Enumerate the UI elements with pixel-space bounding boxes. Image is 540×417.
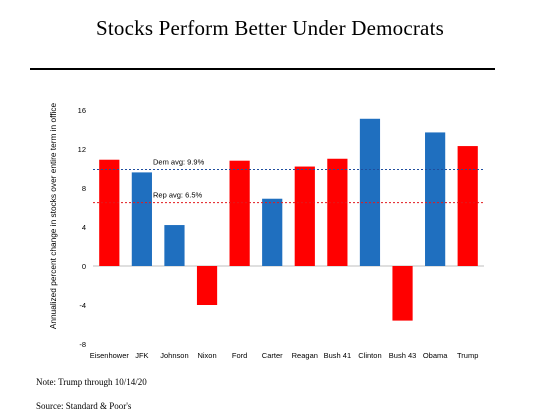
chart-title: Stocks Perform Better Under Democrats [96,16,444,40]
bar-johnson [164,225,185,266]
x-tick-label: Nixon [197,351,216,360]
bar-bush-43 [392,266,413,321]
y-axis: -8 -4 0 4 8 12 16 [78,106,484,349]
category-labels: Eisenhower JFK Johnson Nixon Ford Carter Reaga… [90,351,479,360]
x-tick-label: JFK [135,351,148,360]
y-tick-label: 12 [78,145,86,154]
bar-trump [457,146,478,266]
x-tick-label: Clinton [358,351,381,360]
y-axis-label: Annualized percent change in stocks over… [48,102,58,329]
x-tick-label: Bush 43 [389,351,417,360]
y-tick-label: 4 [82,223,86,232]
source-note: Source: Standard & Poor's [36,401,132,411]
x-tick-label: Reagan [292,351,318,360]
bar-bush-41 [327,158,348,266]
x-tick-label: Carter [262,351,283,360]
bar-ford [229,160,250,266]
rep-avg-label: Rep avg: 6.5% [153,191,203,200]
x-tick-label: Obama [423,351,448,360]
title-divider [30,68,495,70]
y-tick-label: 0 [82,262,86,271]
bar-eisenhower [99,159,120,266]
bar-nixon [196,266,218,305]
bar-obama [425,132,446,266]
bar-jfk [131,172,152,266]
x-tick-label: Ford [232,351,247,360]
bar-clinton [359,118,381,267]
y-tick-label: 8 [82,184,86,193]
reference-lines: Dem avg: 9.9% Rep avg: 6.5% [93,157,484,204]
y-tick-label: -4 [79,301,86,310]
x-tick-label: Trump [457,351,478,360]
bars [99,118,478,321]
x-tick-label: Bush 41 [324,351,352,360]
footnote: Note: Trump through 10/14/20 [36,377,147,387]
x-tick-label: Eisenhower [90,351,130,360]
y-tick-label: 16 [78,106,86,115]
bar-reagan [294,166,315,266]
y-tick-label: -8 [79,340,86,349]
dem-avg-label: Dem avg: 9.9% [153,157,205,166]
bar-carter [262,198,283,266]
x-tick-label: Johnson [160,351,188,360]
